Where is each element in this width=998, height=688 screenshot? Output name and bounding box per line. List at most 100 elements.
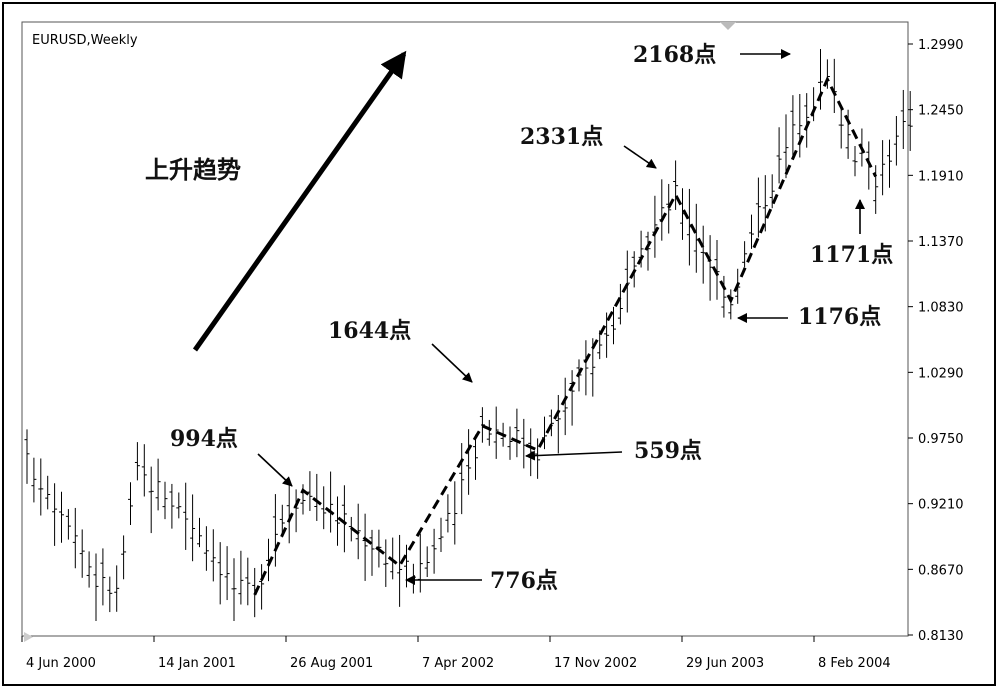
ohlc-bar — [369, 529, 375, 576]
ohlc-bar — [245, 557, 251, 606]
scroll-marker-icon — [24, 632, 33, 642]
ohlc-bar — [397, 534, 403, 607]
uptrend-arrow-icon — [192, 50, 407, 352]
annotation-arrow-icon — [257, 453, 293, 487]
ohlc-bar — [224, 546, 230, 601]
ohlc-bar — [907, 91, 913, 151]
price-bars — [24, 49, 913, 622]
ohlc-bar — [542, 416, 547, 450]
x-tick-label: 29 Jun 2003 — [686, 656, 764, 671]
ohlc-bar — [507, 426, 513, 460]
annotation-2331: 2331点 — [520, 124, 657, 169]
ohlc-bar — [197, 517, 202, 548]
ohlc-bar — [569, 370, 575, 426]
ohlc-bar — [852, 145, 858, 177]
ohlc-bar — [728, 289, 734, 320]
period-marker-icon — [720, 22, 736, 30]
annotation-994: 994点 — [170, 426, 293, 487]
ohlc-bar — [466, 429, 472, 495]
ohlc-bar — [52, 483, 58, 546]
y-tick-label: 1.2990 — [918, 38, 964, 53]
ohlc-bar — [452, 481, 458, 545]
ohlc-bar — [65, 509, 71, 540]
annotation-1171: 1171点 — [810, 199, 893, 268]
ohlc-bar — [486, 419, 492, 446]
ohlc-bar — [341, 485, 347, 553]
trend-label: 上升趋势 — [145, 156, 241, 184]
annotation-2168: 2168点 — [633, 42, 791, 68]
ohlc-bar — [86, 551, 92, 588]
annotation-label: 2331点 — [520, 124, 603, 150]
annotation-arrow-icon — [623, 145, 657, 169]
ohlc-bar — [183, 482, 189, 550]
ohlc-bar — [45, 475, 51, 510]
ohlc-bar — [562, 377, 568, 436]
ohlc-bar — [169, 483, 175, 529]
x-tick-label: 8 Feb 2004 — [818, 656, 891, 671]
ohlc-bar — [535, 438, 541, 479]
y-tick-label: 0.9210 — [918, 498, 964, 513]
ohlc-bar — [176, 492, 182, 519]
ohlc-bar — [624, 250, 630, 313]
ohlc-bar — [272, 494, 278, 567]
x-axis: 4 Jun 2000 14 Jan 2001 26 Aug 2001 7 Apr 20… — [21, 636, 891, 671]
ohlc-bar — [79, 529, 85, 578]
ohlc-bar — [59, 491, 64, 543]
ohlc-bar — [141, 444, 147, 497]
annotation-label: 2168点 — [633, 42, 716, 68]
ohlc-bar — [203, 526, 209, 571]
ohlc-bar — [804, 93, 810, 148]
annotation-label: 1176点 — [798, 304, 881, 330]
ohlc-bar — [72, 507, 78, 569]
annotation-label: 1644点 — [328, 318, 411, 344]
annotation-label: 1171点 — [810, 242, 893, 268]
annotation-776: 776点 — [405, 568, 558, 594]
ohlc-bar — [555, 394, 561, 454]
ohlc-bar — [93, 553, 99, 621]
ohlc-bar — [134, 442, 140, 481]
ohlc-bar — [335, 496, 340, 546]
ohlc-bar — [38, 458, 44, 516]
x-tick-label: 7 Apr 2002 — [422, 656, 494, 671]
ohlc-bar — [362, 513, 368, 581]
zigzag-trend-line — [253, 75, 878, 596]
annotation-1644: 1644点 — [328, 318, 473, 383]
ohlc-bar — [459, 443, 465, 515]
ohlc-bar — [259, 564, 265, 610]
ohlc-bar — [755, 177, 761, 238]
plot-area — [21, 21, 909, 637]
ohlc-bar — [673, 160, 679, 210]
ohlc-bar — [100, 548, 106, 606]
ohlc-bar — [355, 503, 361, 560]
ohlc-bar — [321, 486, 327, 530]
ohlc-bar — [742, 241, 748, 268]
ohlc-bar — [700, 225, 706, 284]
ohlc-bar — [238, 550, 244, 605]
ohlc-bar — [617, 283, 623, 325]
ohlc-bar — [493, 406, 499, 459]
ohlc-bar — [514, 408, 520, 458]
ohlc-bar — [893, 115, 899, 166]
ohlc-bar — [790, 95, 796, 159]
ohlc-bar — [548, 409, 554, 437]
ohlc-bar — [762, 175, 768, 232]
ohlc-bar — [31, 457, 37, 503]
y-tick-label: 1.1370 — [918, 235, 964, 250]
ohlc-bar — [597, 330, 603, 360]
annotation-label: 994点 — [170, 426, 238, 452]
ohlc-bar — [431, 528, 437, 574]
ohlc-bar — [148, 466, 154, 534]
x-tick-label: 26 Aug 2001 — [290, 656, 373, 671]
annotation-1176: 1176点 — [737, 304, 881, 330]
ohlc-bar — [107, 576, 113, 613]
y-tick-label: 1.0290 — [918, 366, 964, 381]
annotation-559: 559点 — [525, 438, 702, 464]
ohlc-bar — [818, 49, 823, 110]
ohlc-bar — [383, 539, 389, 587]
ohlc-bar — [721, 275, 727, 318]
x-tick-label: 14 Jan 2001 — [158, 656, 236, 671]
annotation-arrow-icon — [431, 343, 473, 383]
y-tick-label: 1.2450 — [918, 104, 964, 119]
y-tick-label: 0.8130 — [918, 629, 964, 644]
